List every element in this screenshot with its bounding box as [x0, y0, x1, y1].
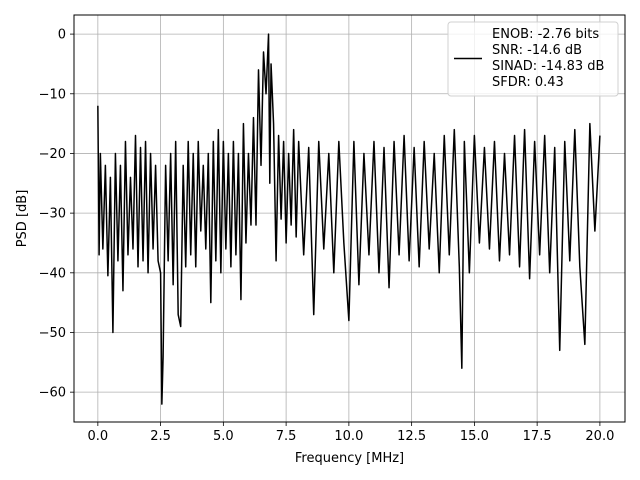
legend-box — [447, 21, 619, 97]
y-tick-label: −10 — [39, 87, 66, 102]
y-tick-label: −30 — [39, 207, 66, 222]
tick-marks — [70, 33, 601, 426]
x-tick-label: 2.5 — [150, 429, 171, 444]
x-tick-label: 10.0 — [334, 429, 363, 444]
x-tick-label: 15.0 — [460, 429, 489, 444]
legend-entry-snr: SNR: -14.6 dB — [492, 43, 582, 58]
psd-series-line — [97, 33, 601, 405]
tick-labels: 0.0 2.5 5.0 7.5 10.0 12.5 15.0 17.5 20.0 0 −10 −20 −… — [39, 28, 615, 444]
x-tick-label: 7.5 — [276, 429, 297, 444]
y-tick-label: −50 — [39, 326, 66, 341]
x-tick-label: 17.5 — [523, 429, 552, 444]
x-tick-label: 20.0 — [585, 429, 614, 444]
legend-entry-enob: ENOB: -2.76 bits — [492, 27, 599, 42]
y-tick-label: −20 — [39, 147, 66, 162]
x-axis-label: Frequency [MHz] — [295, 451, 404, 466]
y-tick-label: 0 — [58, 28, 66, 43]
plot-frame — [73, 14, 626, 423]
y-tick-label: −60 — [39, 386, 66, 401]
x-tick-label: 12.5 — [397, 429, 426, 444]
y-axis-label: PSD [dB] — [15, 190, 30, 248]
legend-entry-sfdr: SFDR: 0.43 — [492, 75, 564, 90]
x-tick-label: 0.0 — [88, 429, 109, 444]
y-tick-label: −40 — [39, 266, 66, 281]
legend-entry-sinad: SINAD: -14.83 dB — [492, 59, 604, 74]
x-tick-label: 5.0 — [213, 429, 234, 444]
legend: ENOB: -2.76 bits SNR: -14.6 dB SINAD: -1… — [447, 21, 619, 97]
